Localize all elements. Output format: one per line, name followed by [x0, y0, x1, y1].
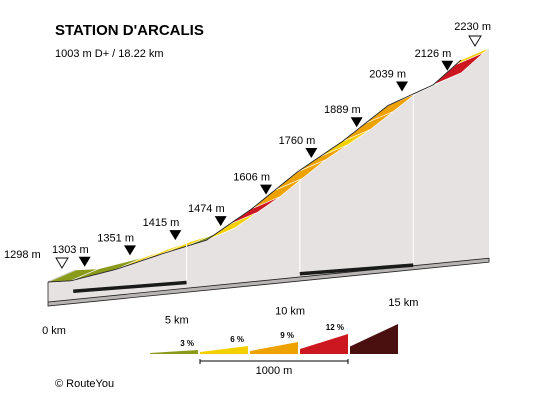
waypoint-marker [305, 147, 318, 158]
waypoint-elevation-label: 1351 m [97, 232, 134, 244]
base-band-dark [299, 263, 414, 276]
waypoint-marker [169, 230, 182, 241]
grade-legend-swatch [250, 342, 298, 354]
chart-subtitle: 1003 m D+ / 18.22 km [55, 48, 164, 60]
routeyou-credit: © RouteYou [55, 378, 114, 390]
waypoint-elevation-label: 1303 m [52, 244, 89, 256]
x-tick-label: 10 km [275, 306, 305, 318]
grade-legend-label: 9 % [280, 331, 294, 340]
waypoint-elevation-label: 1415 m [143, 217, 180, 229]
waypoint-marker [124, 245, 137, 256]
start-marker [55, 257, 69, 269]
grade-legend-label: 6 % [230, 335, 244, 344]
waypoint-marker [78, 256, 91, 267]
grade-legend-swatch [300, 334, 348, 354]
waypoint-elevation-label: 2039 m [369, 68, 406, 80]
scale-label: 1000 m [256, 365, 293, 377]
waypoint-elevation-label: 1474 m [188, 203, 225, 215]
x-tick-label: 5 km [165, 314, 189, 326]
x-tick-label: 15 km [388, 297, 418, 309]
waypoint-elevation-label: 1760 m [279, 135, 316, 147]
grade-legend: 3 % 6 % 9 % 12 % 1000 m [150, 323, 398, 377]
summit-marker [468, 35, 482, 47]
waypoint-marker [396, 81, 409, 92]
waypoint-elevation-label: 2230 m [454, 21, 491, 33]
base-band-dark [73, 280, 187, 294]
waypoint-marker [441, 60, 454, 71]
grade-legend-label: 3 % [180, 339, 194, 348]
waypoint-elevation-label: 1889 m [324, 104, 361, 116]
grade-legend-swatch [200, 346, 248, 354]
profile-base-slab [47, 257, 490, 307]
waypoint-marker [350, 117, 363, 128]
waypoint-elevation-label: 1298 m [4, 249, 41, 261]
profile-side-wall [48, 48, 489, 302]
waypoint-marker [260, 184, 273, 195]
waypoint-elevation-label: 2126 m [415, 48, 452, 60]
waypoint-elevation-label: 1606 m [233, 172, 270, 184]
grade-legend-label: 12 % [326, 323, 344, 332]
grade-legend-swatch [350, 324, 398, 354]
x-tick-label: 0 km [42, 325, 66, 337]
profile-front-edge [47, 59, 462, 283]
chart-title: STATION D'ARCALIS [55, 22, 204, 39]
profile-group: 0 km 5 km 10 km 15 km 1298 m 1303 m 1351 m 1415… [4, 21, 491, 337]
waypoint-marker [214, 216, 227, 227]
grade-legend-swatch [150, 350, 198, 354]
